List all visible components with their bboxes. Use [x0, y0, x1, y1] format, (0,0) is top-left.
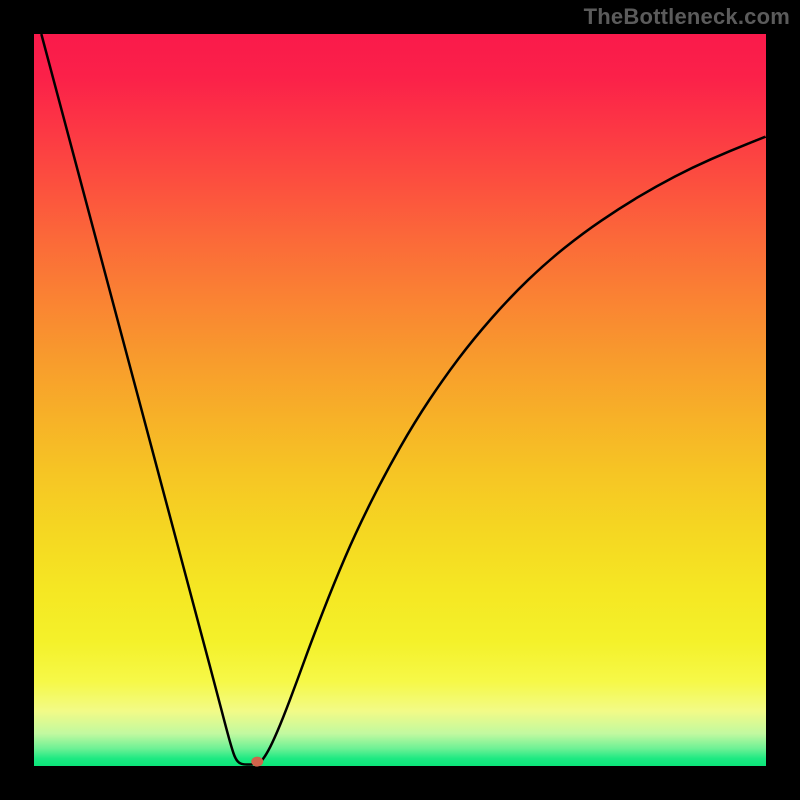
chart-svg: [0, 0, 800, 800]
watermark-text: TheBottleneck.com: [584, 4, 790, 30]
marker-dot: [251, 757, 263, 767]
chart-canvas: TheBottleneck.com: [0, 0, 800, 800]
gradient-background: [34, 34, 766, 766]
